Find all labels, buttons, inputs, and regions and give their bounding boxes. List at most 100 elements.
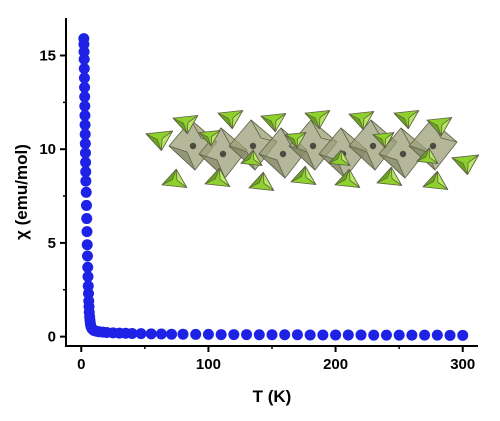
data-point	[304, 329, 316, 341]
data-point	[266, 329, 278, 341]
tetrahedron-face	[416, 147, 430, 162]
tetrahedron-face	[467, 154, 479, 175]
data-point	[81, 250, 93, 262]
tetrahedron-face	[248, 172, 264, 189]
tetrahedron-face	[274, 113, 287, 132]
x-tick-label: 100	[196, 356, 221, 373]
metal-atom	[429, 142, 437, 150]
metal-atom	[399, 150, 407, 158]
data-point	[79, 128, 91, 140]
data-point	[393, 329, 405, 341]
octahedron-face	[378, 153, 406, 179]
tetrahedron-face	[436, 171, 449, 190]
y-tick-label: 15	[39, 47, 56, 64]
metal-atom	[309, 142, 317, 150]
metal-atom	[189, 142, 197, 150]
metal-atom	[249, 142, 257, 150]
data-point	[342, 329, 354, 341]
axis-lines	[65, 18, 478, 347]
data-point	[155, 328, 167, 340]
data-point	[202, 328, 214, 340]
tetrahedron-face	[422, 171, 438, 188]
tetrahedron-face	[260, 115, 276, 132]
tetrahedron-face	[376, 167, 392, 184]
tetrahedron-face	[231, 110, 244, 129]
octahedron-face	[348, 145, 376, 171]
data-point	[82, 271, 94, 283]
axes: 0 100 200 300 0 5 10 15	[39, 18, 478, 373]
y-tick-label: 5	[48, 235, 56, 252]
tetrahedron-face	[428, 147, 439, 164]
x-tick-label: 200	[323, 356, 348, 373]
tetrahedron-face	[390, 167, 403, 186]
data-point	[79, 147, 91, 159]
octahedron-face	[168, 145, 196, 171]
data-point	[317, 329, 329, 341]
tetrahedron-face	[296, 132, 307, 149]
tetrahedron-face	[451, 157, 468, 175]
tetrahedron-face	[384, 132, 395, 149]
tetrahedron-face	[217, 112, 233, 129]
data-point	[80, 186, 92, 198]
tetrahedron-face	[334, 169, 350, 186]
tetrahedron-face	[218, 168, 231, 187]
data-point	[80, 156, 92, 168]
data-point	[330, 329, 342, 341]
metal-atom	[219, 150, 227, 158]
data-point	[81, 239, 93, 251]
tetrahedron-face	[407, 110, 420, 129]
x-tick-label: 300	[450, 356, 475, 373]
data-point	[82, 261, 94, 273]
tetrahedron-face	[340, 149, 351, 166]
data-point	[79, 138, 91, 150]
data-point	[80, 166, 92, 178]
data-point	[190, 328, 202, 340]
data-point	[291, 329, 303, 341]
tetrahedron-face	[262, 172, 275, 191]
metal-atom	[369, 142, 377, 150]
y-axis-title: χ (emu/mol)	[12, 144, 31, 240]
data-point	[368, 329, 380, 341]
data-point	[406, 329, 418, 341]
tetrahedron-face	[161, 130, 173, 151]
data-point	[78, 53, 90, 65]
data-point	[79, 100, 91, 112]
data-point	[78, 63, 90, 75]
data-points	[78, 33, 469, 341]
x-axis-title: T (K)	[253, 387, 292, 406]
data-point	[380, 329, 392, 341]
data-point	[78, 72, 90, 84]
tetrahedron-face	[172, 117, 188, 134]
data-point	[215, 329, 227, 341]
data-point	[79, 81, 91, 93]
data-point	[166, 328, 178, 340]
tetrahedron-face	[362, 111, 375, 130]
octahedron-face	[250, 119, 278, 143]
data-point	[81, 213, 93, 225]
data-point	[80, 175, 92, 187]
tetrahedron-face	[348, 169, 361, 188]
data-point	[126, 327, 138, 339]
tetrahedron-face	[240, 149, 254, 164]
tetrahedron-face	[440, 117, 453, 136]
y-tick-label: 10	[39, 141, 56, 158]
tetrahedron-face	[252, 149, 263, 166]
data-point	[253, 329, 265, 341]
tetrahedron-face	[145, 133, 162, 151]
data-point	[228, 329, 240, 341]
tetrahedron-face	[304, 166, 317, 185]
tetrahedron-face	[372, 134, 386, 149]
tetrahedron-face	[284, 134, 298, 149]
octahedron-face	[288, 145, 316, 171]
octahedron-face	[318, 153, 346, 179]
tetrahedron-face	[426, 119, 442, 136]
x-tick-label: 0	[77, 356, 85, 373]
octahedron-face	[258, 153, 286, 179]
data-point	[431, 329, 443, 341]
tetrahedron-face	[304, 112, 320, 129]
data-point	[81, 226, 93, 238]
axis-labels: T (K) χ (emu/mol)	[12, 144, 291, 406]
metal-atom	[279, 150, 287, 158]
